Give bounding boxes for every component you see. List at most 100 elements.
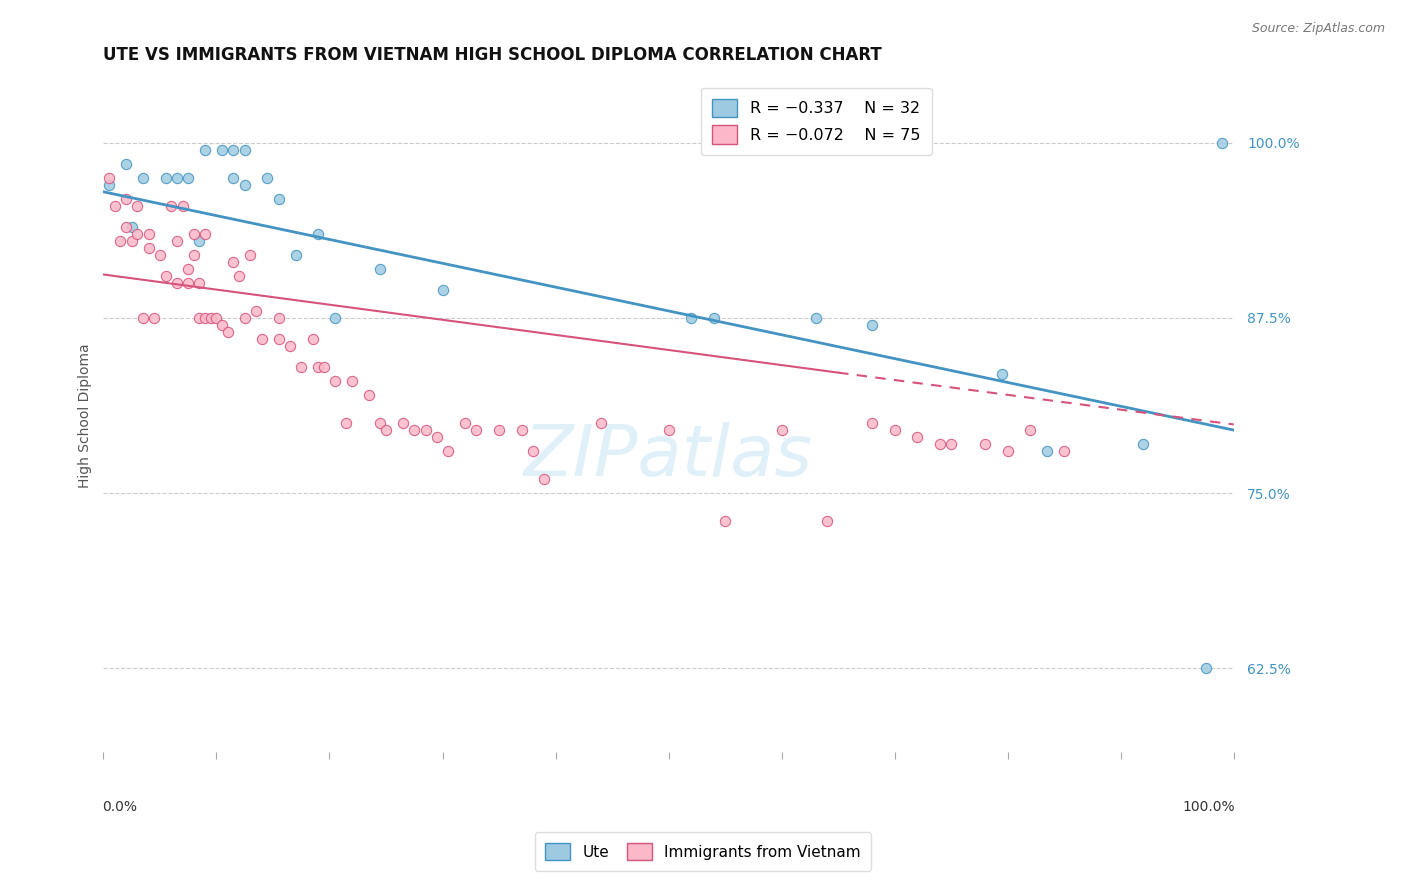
Point (522, 444, 544, 458)
Point (941, 437, 963, 451)
Point (815, 514, 838, 528)
Point (533, 472, 555, 486)
Point (658, 423, 681, 437)
Point (267, 310, 290, 325)
Point (307, 359, 329, 374)
Point (357, 388, 380, 402)
Legend: R = −0.337    N = 32, R = −0.072    N = 75: R = −0.337 N = 32, R = −0.072 N = 75 (700, 87, 932, 155)
Point (115, 219, 138, 234)
Point (1053, 444, 1076, 458)
Point (155, 170, 177, 185)
Point (200, 310, 222, 325)
Point (166, 234, 188, 248)
Point (905, 430, 928, 444)
Point (166, 276, 188, 290)
Point (804, 310, 827, 325)
Point (194, 143, 217, 157)
Point (1132, 437, 1154, 451)
Point (340, 374, 363, 388)
Point (681, 310, 703, 325)
Point (415, 423, 437, 437)
Text: Source: ZipAtlas.com: Source: ZipAtlas.com (1251, 22, 1385, 36)
Point (1036, 444, 1059, 458)
Point (714, 514, 737, 528)
Point (222, 143, 245, 157)
Point (228, 268, 250, 283)
Text: 0.0%: 0.0% (103, 799, 138, 814)
Point (149, 248, 172, 262)
Point (121, 219, 143, 234)
Point (143, 310, 166, 325)
Point (233, 143, 256, 157)
Point (132, 170, 155, 185)
Point (770, 423, 793, 437)
Text: 100.0%: 100.0% (1182, 799, 1234, 814)
Point (267, 192, 290, 206)
Point (267, 332, 290, 346)
Point (284, 248, 307, 262)
Point (217, 325, 239, 339)
Point (211, 143, 233, 157)
Point (997, 444, 1019, 458)
Point (245, 304, 267, 318)
Point (323, 310, 346, 325)
Point (335, 416, 357, 430)
Point (132, 310, 155, 325)
Point (1194, 661, 1216, 675)
Point (194, 310, 217, 325)
Point (883, 423, 905, 437)
Y-axis label: High School Diploma: High School Diploma (79, 343, 93, 489)
Point (160, 199, 183, 213)
Point (991, 367, 1014, 381)
Point (98, 178, 121, 192)
Point (256, 170, 278, 185)
Point (312, 359, 335, 374)
Point (301, 332, 323, 346)
Point (437, 444, 460, 458)
Point (239, 248, 262, 262)
Point (426, 430, 449, 444)
Point (194, 227, 217, 241)
Point (454, 416, 477, 430)
Point (177, 170, 200, 185)
Point (166, 170, 188, 185)
Point (138, 227, 160, 241)
Legend: Ute, Immigrants from Vietnam: Ute, Immigrants from Vietnam (534, 832, 872, 871)
Point (222, 170, 245, 185)
Point (127, 199, 149, 213)
Point (860, 318, 883, 332)
Point (233, 310, 256, 325)
Point (370, 416, 392, 430)
Point (589, 416, 612, 430)
Point (323, 374, 346, 388)
Point (290, 359, 312, 374)
Point (375, 423, 398, 437)
Point (110, 234, 132, 248)
Point (172, 199, 194, 213)
Point (703, 310, 725, 325)
Point (1019, 423, 1042, 437)
Point (974, 437, 997, 451)
Point (115, 157, 138, 171)
Point (432, 283, 454, 297)
Point (183, 248, 205, 262)
Point (188, 234, 211, 248)
Point (104, 199, 127, 213)
Point (177, 261, 200, 276)
Point (188, 310, 211, 325)
Text: UTE VS IMMIGRANTS FROM VIETNAM HIGH SCHOOL DIPLOMA CORRELATION CHART: UTE VS IMMIGRANTS FROM VIETNAM HIGH SCHO… (104, 46, 882, 64)
Point (250, 332, 273, 346)
Point (307, 227, 329, 241)
Point (121, 234, 143, 248)
Point (155, 268, 177, 283)
Point (222, 255, 245, 269)
Point (98, 170, 121, 185)
Point (404, 423, 426, 437)
Point (488, 423, 510, 437)
Text: ZIPatlas: ZIPatlas (524, 422, 813, 491)
Point (205, 310, 228, 325)
Point (510, 423, 533, 437)
Point (188, 276, 211, 290)
Point (928, 437, 950, 451)
Point (138, 241, 160, 255)
